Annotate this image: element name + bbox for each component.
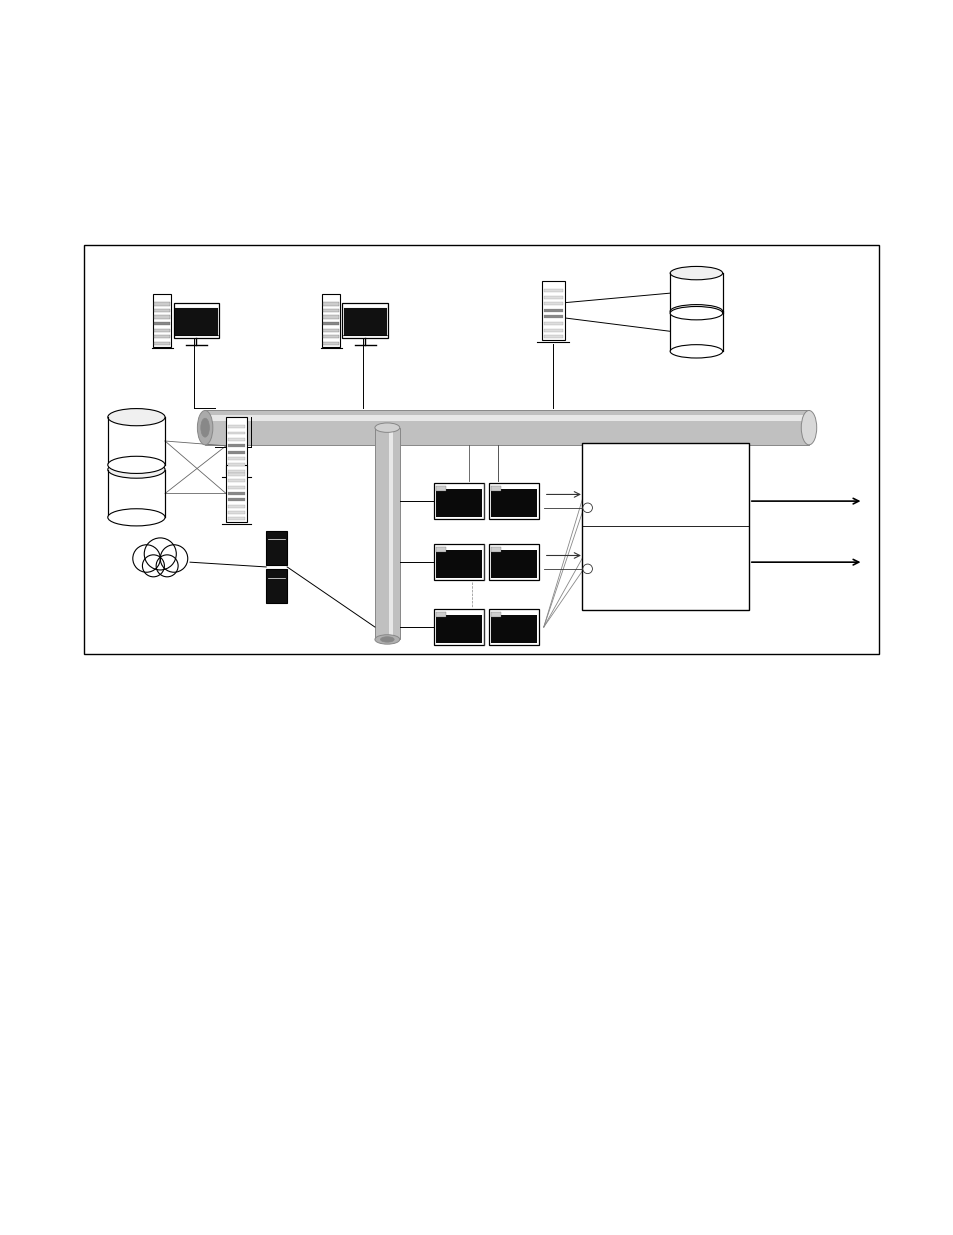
Bar	[228, 463, 245, 467]
Bar	[228, 445, 245, 447]
Bar	[321, 294, 339, 347]
Bar	[491, 485, 500, 492]
Bar	[153, 315, 171, 319]
Bar	[491, 489, 537, 517]
Bar	[205, 415, 808, 421]
Bar	[153, 329, 171, 332]
Bar	[266, 531, 287, 564]
Bar	[322, 315, 339, 319]
Bar	[543, 303, 562, 305]
Bar	[489, 609, 538, 645]
Ellipse shape	[108, 509, 165, 526]
Bar	[543, 315, 562, 319]
Bar	[226, 464, 247, 522]
Bar	[228, 485, 245, 489]
Bar	[205, 410, 808, 445]
Bar	[153, 342, 171, 345]
Bar	[228, 511, 245, 514]
Bar	[543, 309, 562, 311]
Bar	[436, 547, 445, 552]
Bar	[322, 329, 339, 332]
Bar	[226, 417, 247, 474]
Bar	[228, 517, 245, 520]
Bar	[436, 611, 445, 618]
Bar	[175, 309, 216, 335]
Bar	[108, 417, 165, 464]
Ellipse shape	[108, 409, 165, 426]
Bar	[344, 309, 385, 335]
Circle shape	[156, 555, 178, 577]
Ellipse shape	[669, 306, 721, 320]
Bar	[543, 295, 562, 299]
Bar	[375, 427, 399, 640]
Bar	[153, 303, 171, 305]
Bar	[434, 609, 483, 645]
Ellipse shape	[108, 461, 165, 478]
Bar	[434, 545, 483, 580]
Circle shape	[160, 545, 188, 572]
Bar	[228, 499, 245, 501]
Circle shape	[582, 503, 592, 513]
Bar	[322, 335, 339, 338]
Bar	[669, 273, 722, 314]
Bar	[436, 489, 481, 517]
Circle shape	[132, 545, 160, 572]
Bar	[543, 289, 562, 291]
Bar	[491, 550, 537, 578]
Bar	[108, 469, 165, 517]
Bar	[669, 311, 722, 351]
Bar	[436, 550, 481, 578]
Bar	[434, 483, 483, 519]
Bar	[228, 451, 245, 453]
Bar	[322, 342, 339, 345]
Bar	[152, 294, 171, 347]
Bar	[228, 457, 245, 459]
Bar	[266, 569, 287, 603]
Ellipse shape	[801, 410, 816, 445]
Bar	[228, 479, 245, 482]
Ellipse shape	[669, 267, 721, 280]
Ellipse shape	[380, 637, 394, 642]
Ellipse shape	[375, 635, 399, 645]
Ellipse shape	[375, 422, 399, 432]
Bar	[228, 438, 245, 441]
Bar	[228, 473, 245, 475]
Bar	[228, 492, 245, 495]
Bar	[388, 427, 393, 640]
Bar	[228, 469, 245, 473]
Bar	[322, 309, 339, 312]
Bar	[581, 443, 748, 610]
Ellipse shape	[669, 305, 721, 317]
Bar	[489, 483, 538, 519]
Bar	[153, 335, 171, 338]
Bar	[436, 615, 481, 643]
Bar	[436, 485, 445, 492]
Bar	[543, 322, 562, 325]
Ellipse shape	[669, 345, 721, 358]
Ellipse shape	[200, 419, 210, 437]
Bar	[84, 246, 878, 653]
Bar	[228, 505, 245, 508]
Bar	[489, 545, 538, 580]
Bar	[491, 615, 537, 643]
Bar	[322, 303, 339, 305]
Bar	[173, 303, 218, 337]
Bar	[153, 309, 171, 312]
Bar	[491, 611, 500, 618]
Bar	[543, 335, 562, 338]
Bar	[228, 431, 245, 435]
Circle shape	[142, 555, 164, 577]
Circle shape	[582, 564, 592, 573]
Bar	[228, 425, 245, 429]
Ellipse shape	[108, 456, 165, 473]
Ellipse shape	[197, 410, 213, 445]
Bar	[491, 547, 500, 552]
Bar	[342, 303, 387, 337]
Bar	[541, 280, 564, 340]
Bar	[543, 329, 562, 331]
Bar	[322, 322, 339, 325]
Circle shape	[144, 538, 176, 571]
Bar	[153, 322, 171, 325]
